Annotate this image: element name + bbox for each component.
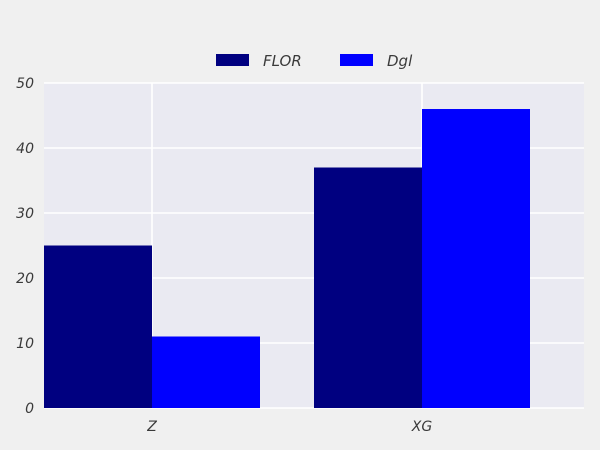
bar-dgl-z [152,336,260,408]
bar-flor-z [44,245,152,408]
y-tick-label: 40 [16,141,34,157]
y-tick-label: 30 [16,206,34,222]
legend-label-dgl: Dgl [387,52,413,70]
bar-dgl-xg [422,109,530,408]
y-tick-label: 50 [16,76,34,92]
y-tick-label: 10 [16,336,34,352]
legend-swatch-flor [216,54,249,66]
legend-swatch-dgl [340,54,373,66]
x-tick-label: Z [146,419,157,435]
y-tick-label: 0 [25,401,34,417]
legend-label-flor: FLOR [263,52,302,70]
bar-flor-xg [314,167,422,408]
x-tick-label: XG [411,419,433,435]
y-tick-label: 20 [16,271,34,287]
